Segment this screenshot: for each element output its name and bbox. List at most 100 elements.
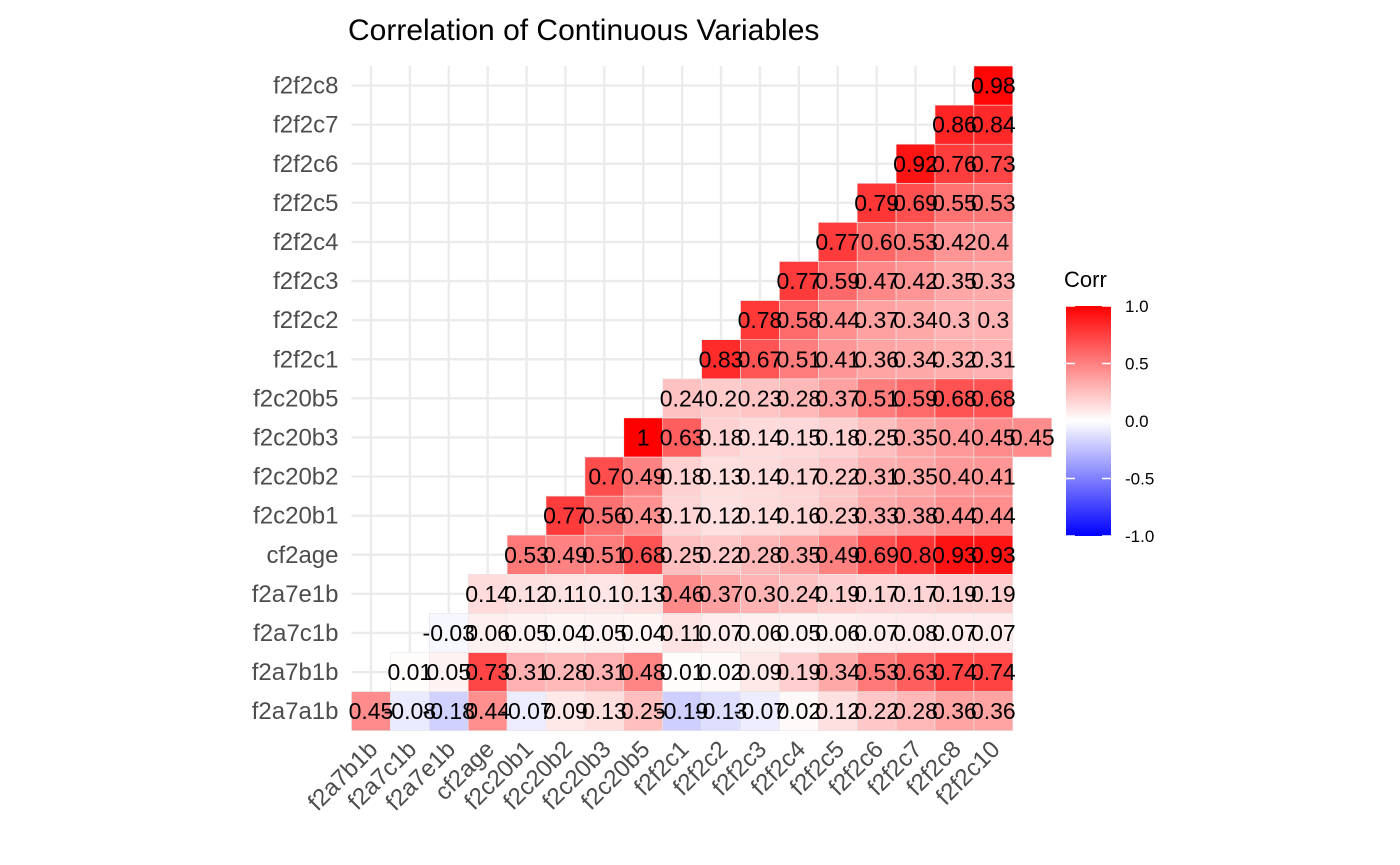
cell-value-label: 0.04 [621,620,666,646]
heatmap-cell [506,691,547,731]
heatmap-cell [895,652,936,692]
cell-value-label: 0.45 [349,698,394,724]
heatmap-cell [895,339,936,380]
cell-value-label: 0.42 [932,229,977,255]
cell-value-label: 0.79 [854,190,899,216]
cell-value-label: 0.55 [932,190,977,216]
cell-value-label: 0.4 [977,229,1009,255]
heatmap-cell [856,261,897,301]
cell-value-label: 0.09 [738,659,783,685]
heatmap-cell [701,339,741,380]
cell-value-label: 0.24 [776,581,821,607]
heatmap-cell [545,613,586,653]
heatmap-cell [351,691,391,731]
cell-value-label: 0.63 [660,424,705,450]
cell-value-label: 0.31 [854,464,899,490]
cell-value-label: 0.67 [738,346,783,372]
cell-value-label: 0.41 [971,464,1016,490]
cell-value-label: 0.36 [854,346,899,372]
heatmap-cell [740,652,780,692]
cell-value-label: 0.06 [815,620,860,646]
cell-value-label: 0.77 [776,268,821,294]
heatmap-cell [934,417,975,458]
heatmap-cell [934,456,975,497]
cell-value-label: 0.34 [893,307,938,333]
cell-value-label: 0.49 [543,542,588,568]
heatmap-cell [973,104,1014,145]
heatmap-cell [895,456,936,497]
cell-value-label: 0.3 [938,307,970,333]
cell-value-label: 0.19 [815,581,860,607]
cell-value-label: 0.01 [660,659,705,685]
y-tick-label: f2f2c1 [273,346,338,373]
heatmap-cell [973,378,1014,419]
y-tick-label: cf2age [266,542,338,569]
heatmap-cell [740,613,780,653]
heatmap-cell [895,261,936,301]
heatmap-cell [623,573,663,614]
heatmap-cells [351,65,1052,731]
cell-value-label: 0.53 [971,190,1016,216]
cell-value-label: 0.37 [854,307,899,333]
y-tick-label: f2f2c4 [273,229,338,256]
cell-value-label: 0.11 [661,620,704,646]
cell-value-label: 0.07 [699,620,744,646]
cell-value-label: 0.41 [815,346,860,372]
cell-value-label: 0.74 [932,659,977,685]
heatmap-cell [856,417,897,458]
heatmap-cell [817,652,858,692]
cell-value-label: 0.46 [660,581,705,607]
y-tick-label: f2c20b2 [253,464,338,491]
heatmap-cell [856,495,897,536]
cell-value-label: 0.17 [660,503,705,529]
cell-value-label: 0.7 [588,464,620,490]
y-tick-label: f2f2c5 [273,190,338,217]
heatmap-cell [701,573,741,614]
cell-value-label: 0.69 [854,542,899,568]
cell-value-label: 0.35 [893,464,938,490]
cell-value-label: 0.4 [938,464,970,490]
heatmap-cell [895,691,936,731]
cell-value-label: -0.19 [656,698,708,724]
heatmap-cell [467,613,508,653]
heatmap-cell [934,495,975,536]
cell-value-label: 0.13 [582,698,627,724]
cell-value-label: 0.33 [971,268,1016,294]
heatmap-cell [662,456,702,497]
heatmap-cell [934,222,975,262]
cell-value-label: 0.18 [699,424,744,450]
heatmap-cell [584,691,625,731]
cell-value-label: 0.33 [854,503,899,529]
heatmap-cell [973,456,1014,497]
heatmap-cell [934,143,975,184]
cell-value-label: 0.07 [854,620,899,646]
heatmap-cell [817,222,858,262]
cell-value-label: 0.93 [971,542,1016,568]
heatmap-cell [779,261,819,301]
heatmap-cell [817,573,858,614]
heatmap-cell [973,143,1014,184]
cell-value-label: 0.12 [699,503,744,529]
cell-value-label: -0.07 [500,698,552,724]
cell-value-label: 0.8 [900,542,932,568]
heatmap-cell [545,652,586,692]
heatmap-cell [779,573,819,614]
heatmap-cell [428,652,469,692]
heatmap-cell [973,613,1014,653]
heatmap-cell [817,495,858,536]
y-tick-label: f2a7b1b [252,659,339,686]
cell-value-label: 0.53 [893,229,938,255]
heatmap-cell [740,534,780,575]
heatmap-cell [584,613,625,653]
heatmap-cell [973,691,1014,731]
heatmap-cell [934,573,975,614]
cell-value-label: -0.13 [695,698,747,724]
cell-value-label: 0.23 [738,385,783,411]
heatmap-cell [934,613,975,653]
cell-value-label: 0.22 [815,464,860,490]
cell-value-label: -0.03 [423,620,475,646]
heatmap-cell [779,456,819,497]
heatmap-cell [895,573,936,614]
heatmap-cell [779,339,819,380]
cell-value-label: 0.86 [932,112,977,138]
